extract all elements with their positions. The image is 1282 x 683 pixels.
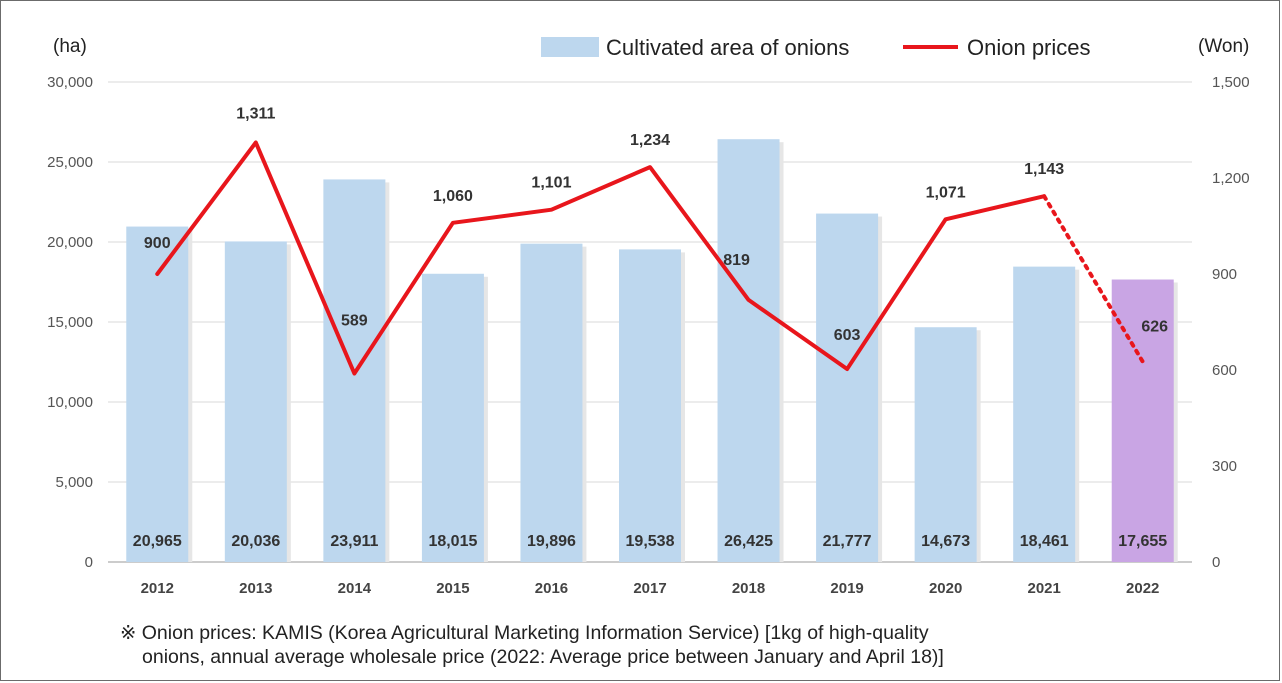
bar-2012 [126, 226, 189, 562]
bar-2015 [421, 273, 484, 562]
x-axis-tick-label: 2012 [141, 580, 174, 597]
price-value-label: 589 [341, 313, 368, 330]
bar-2018 [717, 139, 780, 562]
right-axis-tick-label: 300 [1212, 458, 1237, 475]
right-axis-tick-label: 0 [1212, 554, 1220, 571]
x-axis-tick-label: 2022 [1126, 580, 1159, 597]
left-axis-tick-label: 10,000 [47, 394, 93, 411]
source-note-line-1: ※ Onion prices: KAMIS (Korea Agricultura… [120, 622, 929, 644]
right-axis-tick-label: 1,200 [1212, 170, 1250, 187]
left-axis-unit-label: (ha) [53, 36, 87, 57]
price-value-label: 819 [723, 252, 750, 269]
price-value-label: 1,143 [1024, 161, 1064, 178]
price-value-label: 1,311 [236, 105, 275, 122]
price-value-label: 1,060 [433, 188, 473, 205]
x-axis-tick-label: 2019 [830, 580, 863, 597]
legend-bar-swatch [541, 37, 599, 57]
source-note-line-2: onions, annual average wholesale price (… [142, 646, 944, 668]
price-value-label: 900 [144, 235, 171, 252]
bar-2019 [816, 213, 879, 562]
bar-value-label: 21,777 [823, 533, 872, 550]
bar-2017 [619, 249, 681, 562]
price-value-label: 626 [1141, 319, 1168, 336]
bar-value-label: 20,965 [133, 533, 182, 550]
right-axis-unit-label: (Won) [1198, 36, 1249, 57]
bar-value-label: 23,911 [330, 533, 378, 550]
bar-2020 [914, 327, 977, 562]
left-axis-tick-label: 25,000 [47, 154, 93, 171]
right-axis-tick-label: 900 [1212, 266, 1237, 283]
x-axis-tick-label: 2018 [732, 580, 765, 597]
bar-value-label: 18,015 [428, 533, 477, 550]
price-value-label: 1,101 [531, 175, 571, 192]
left-axis-tick-label: 20,000 [47, 234, 93, 251]
price-value-label: 1,071 [926, 184, 966, 201]
right-axis-tick-label: 1,500 [1212, 74, 1250, 91]
left-axis-tick-label: 0 [85, 554, 93, 571]
bar-value-label: 17,655 [1118, 533, 1167, 550]
x-axis-tick-label: 2021 [1027, 580, 1060, 597]
legend-line-label: Onion prices [967, 35, 1091, 60]
bar-2016 [520, 243, 583, 562]
x-axis-tick-label: 2016 [535, 580, 568, 597]
legend-bar-label: Cultivated area of onions [606, 35, 849, 60]
price-line-dotted-segment [1042, 194, 1145, 364]
left-axis-tick-label: 15,000 [47, 314, 93, 331]
bar-2021 [1013, 266, 1076, 562]
bar-value-label: 14,673 [921, 533, 970, 550]
x-axis-tick-label: 2013 [239, 580, 272, 597]
left-axis-tick-label: 30,000 [47, 74, 93, 91]
price-line [155, 140, 1047, 376]
right-axis-tick-label: 600 [1212, 362, 1237, 379]
price-value-label: 1,234 [630, 132, 670, 149]
left-axis-tick-label: 5,000 [55, 474, 93, 491]
bar-value-label: 19,896 [527, 533, 576, 550]
bar-value-label: 18,461 [1020, 533, 1069, 550]
x-axis-tick-label: 2017 [633, 580, 666, 597]
x-axis-tick-label: 2015 [436, 580, 469, 597]
x-axis-tick-label: 2014 [338, 580, 372, 597]
bar-value-label: 26,425 [724, 533, 773, 550]
source-note: ※ Onion prices: KAMIS (Korea Agricultura… [120, 621, 1220, 669]
price-value-label: 603 [834, 327, 861, 344]
bar-value-label: 20,036 [231, 533, 280, 550]
bar-2013 [224, 241, 287, 562]
x-axis-tick-label: 2020 [929, 580, 962, 597]
bar-value-label: 19,538 [626, 533, 675, 550]
